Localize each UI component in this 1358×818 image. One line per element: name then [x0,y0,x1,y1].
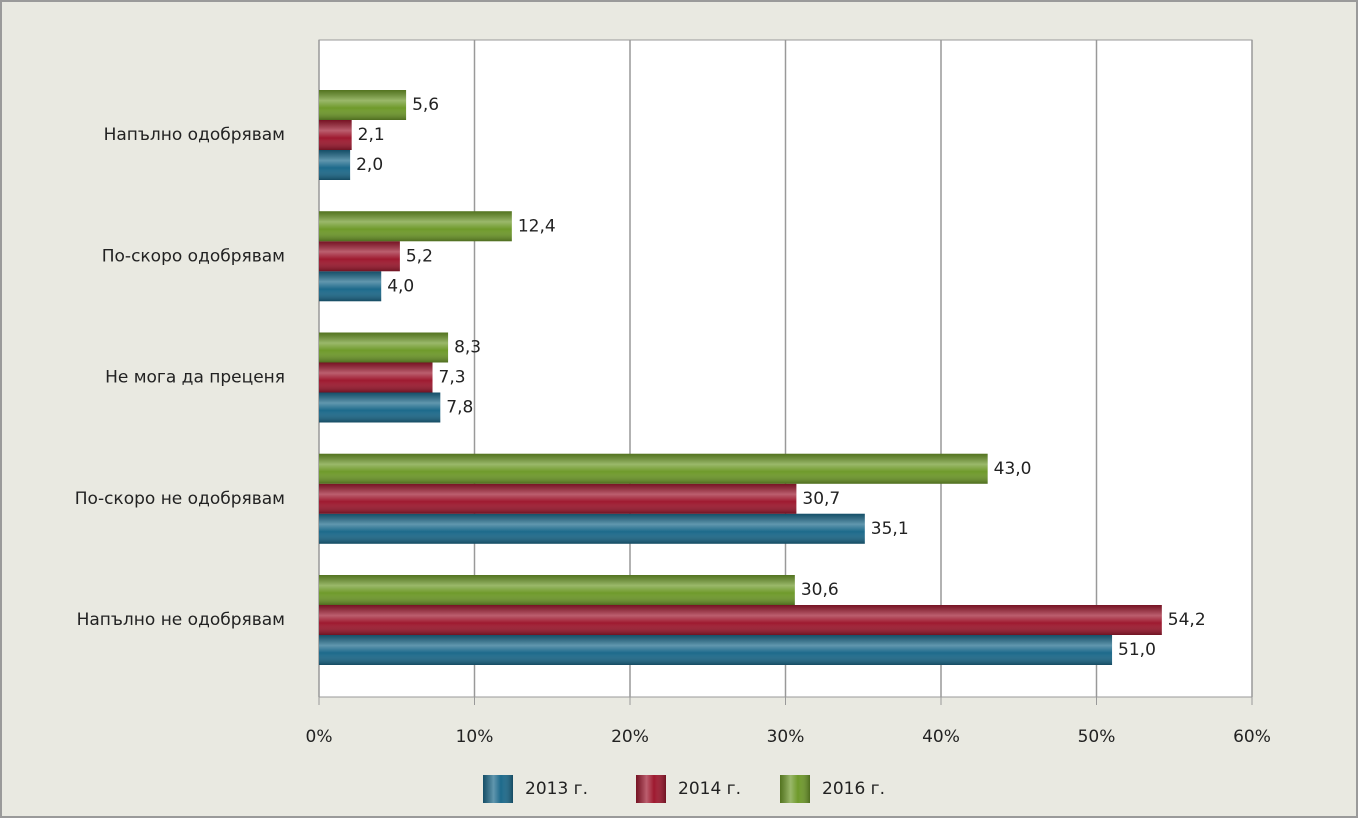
data-label: 7,8 [446,398,473,418]
y-tick-label: Напълно одобрявам [104,125,285,145]
bar-shine [319,150,351,180]
x-tick-label: 40% [922,727,960,747]
legend-swatch-shine [636,775,666,803]
bar-shine [319,241,400,272]
data-label: 30,7 [802,489,840,509]
y-tick-label: Напълно не одобрявам [77,610,285,630]
data-label: 8,3 [454,338,481,358]
x-tick-label: 10% [456,727,494,747]
bar-shine [319,90,407,120]
bar-shine [319,332,449,363]
x-tick-label: 50% [1078,727,1116,747]
bar-shine [319,513,865,544]
data-label: 35,1 [871,519,909,539]
bar-shine [319,271,382,302]
x-tick-label: 30% [767,727,805,747]
bar-shine [319,605,1162,635]
legend-label: 2016 г. [822,779,885,799]
data-label: 5,6 [412,95,439,115]
bar-shine [319,211,512,242]
bar-shine [319,483,797,514]
bar-shine [319,453,988,484]
data-label: 30,6 [801,580,839,600]
data-label: 12,4 [518,216,556,236]
bar-shine [319,120,352,150]
data-label: 7,3 [439,368,466,388]
data-label: 51,0 [1118,640,1156,660]
legend-swatch-shine [483,775,513,803]
legend-label: 2013 г. [525,779,588,799]
legend-label: 2014 г. [678,779,741,799]
x-tick-label: 60% [1233,727,1271,747]
data-label: 54,2 [1168,610,1206,630]
legend-swatch-shine [780,775,810,803]
x-tick-label: 20% [611,727,649,747]
data-label: 2,0 [356,155,383,175]
y-tick-label: Не мога да преценя [105,368,285,388]
data-label: 4,0 [387,276,414,296]
bar-shine [319,635,1113,665]
bar-shine [319,362,433,393]
data-label: 2,1 [358,125,385,145]
y-tick-label: По-скоро одобрявам [102,246,285,266]
bar-shine [319,575,795,605]
y-tick-label: По-скоро не одобрявам [75,489,285,509]
data-label: 5,2 [406,246,433,266]
bar-shine [319,392,441,423]
data-label: 43,0 [994,459,1032,479]
x-tick-label: 0% [306,727,333,747]
